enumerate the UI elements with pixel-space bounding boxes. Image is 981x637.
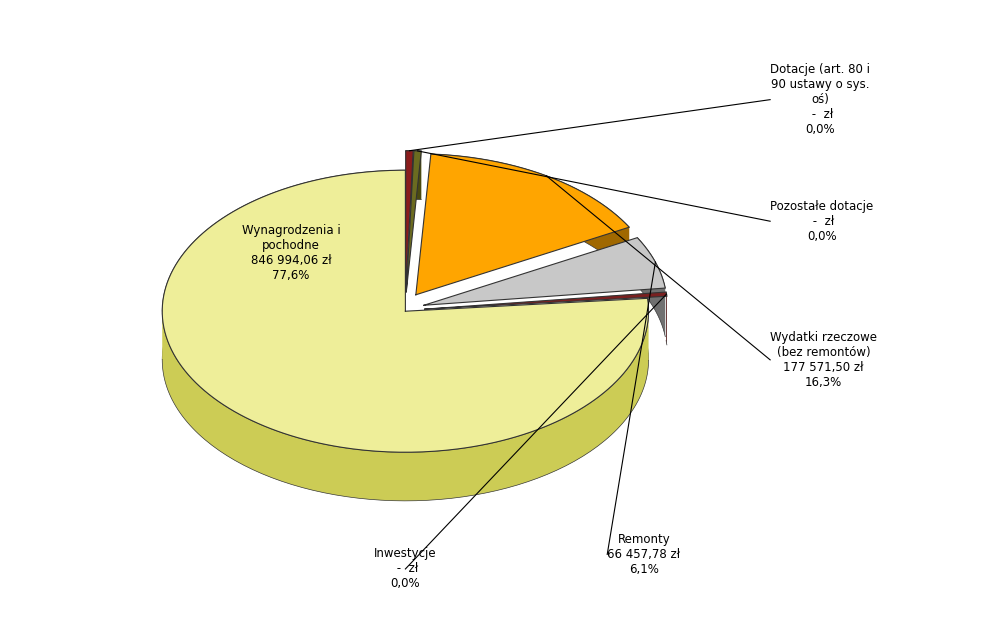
Text: Wynagrodzenia i
pochodne
846 994,06 zł
77,6%: Wynagrodzenia i pochodne 846 994,06 zł 7… xyxy=(241,224,340,282)
Polygon shape xyxy=(431,154,629,276)
Polygon shape xyxy=(414,151,421,199)
Text: Pozostałe dotacje
 -  zł
0,0%: Pozostałe dotacje - zł 0,0% xyxy=(770,200,873,243)
Polygon shape xyxy=(406,151,413,199)
Text: Inwestycje
 -  zł
0,0%: Inwestycje - zł 0,0% xyxy=(374,547,437,590)
Polygon shape xyxy=(638,238,665,337)
Text: Remonty
66 457,78 zł
6,1%: Remonty 66 457,78 zł 6,1% xyxy=(607,533,681,576)
Polygon shape xyxy=(406,151,421,292)
Text: Dotacje (art. 80 i
90 ustawy o sys.
oś)
 -  zł
0,0%: Dotacje (art. 80 i 90 ustawy o sys. oś) … xyxy=(770,63,870,136)
Text: Wydatki rzeczowe
(bez remontów)
177 571,50 zł
16,3%: Wydatki rzeczowe (bez remontów) 177 571,… xyxy=(770,331,877,389)
Polygon shape xyxy=(416,154,629,295)
Polygon shape xyxy=(162,311,648,501)
Polygon shape xyxy=(162,170,648,452)
Polygon shape xyxy=(406,151,413,292)
Polygon shape xyxy=(424,238,665,305)
Polygon shape xyxy=(425,292,667,309)
Polygon shape xyxy=(162,170,648,361)
